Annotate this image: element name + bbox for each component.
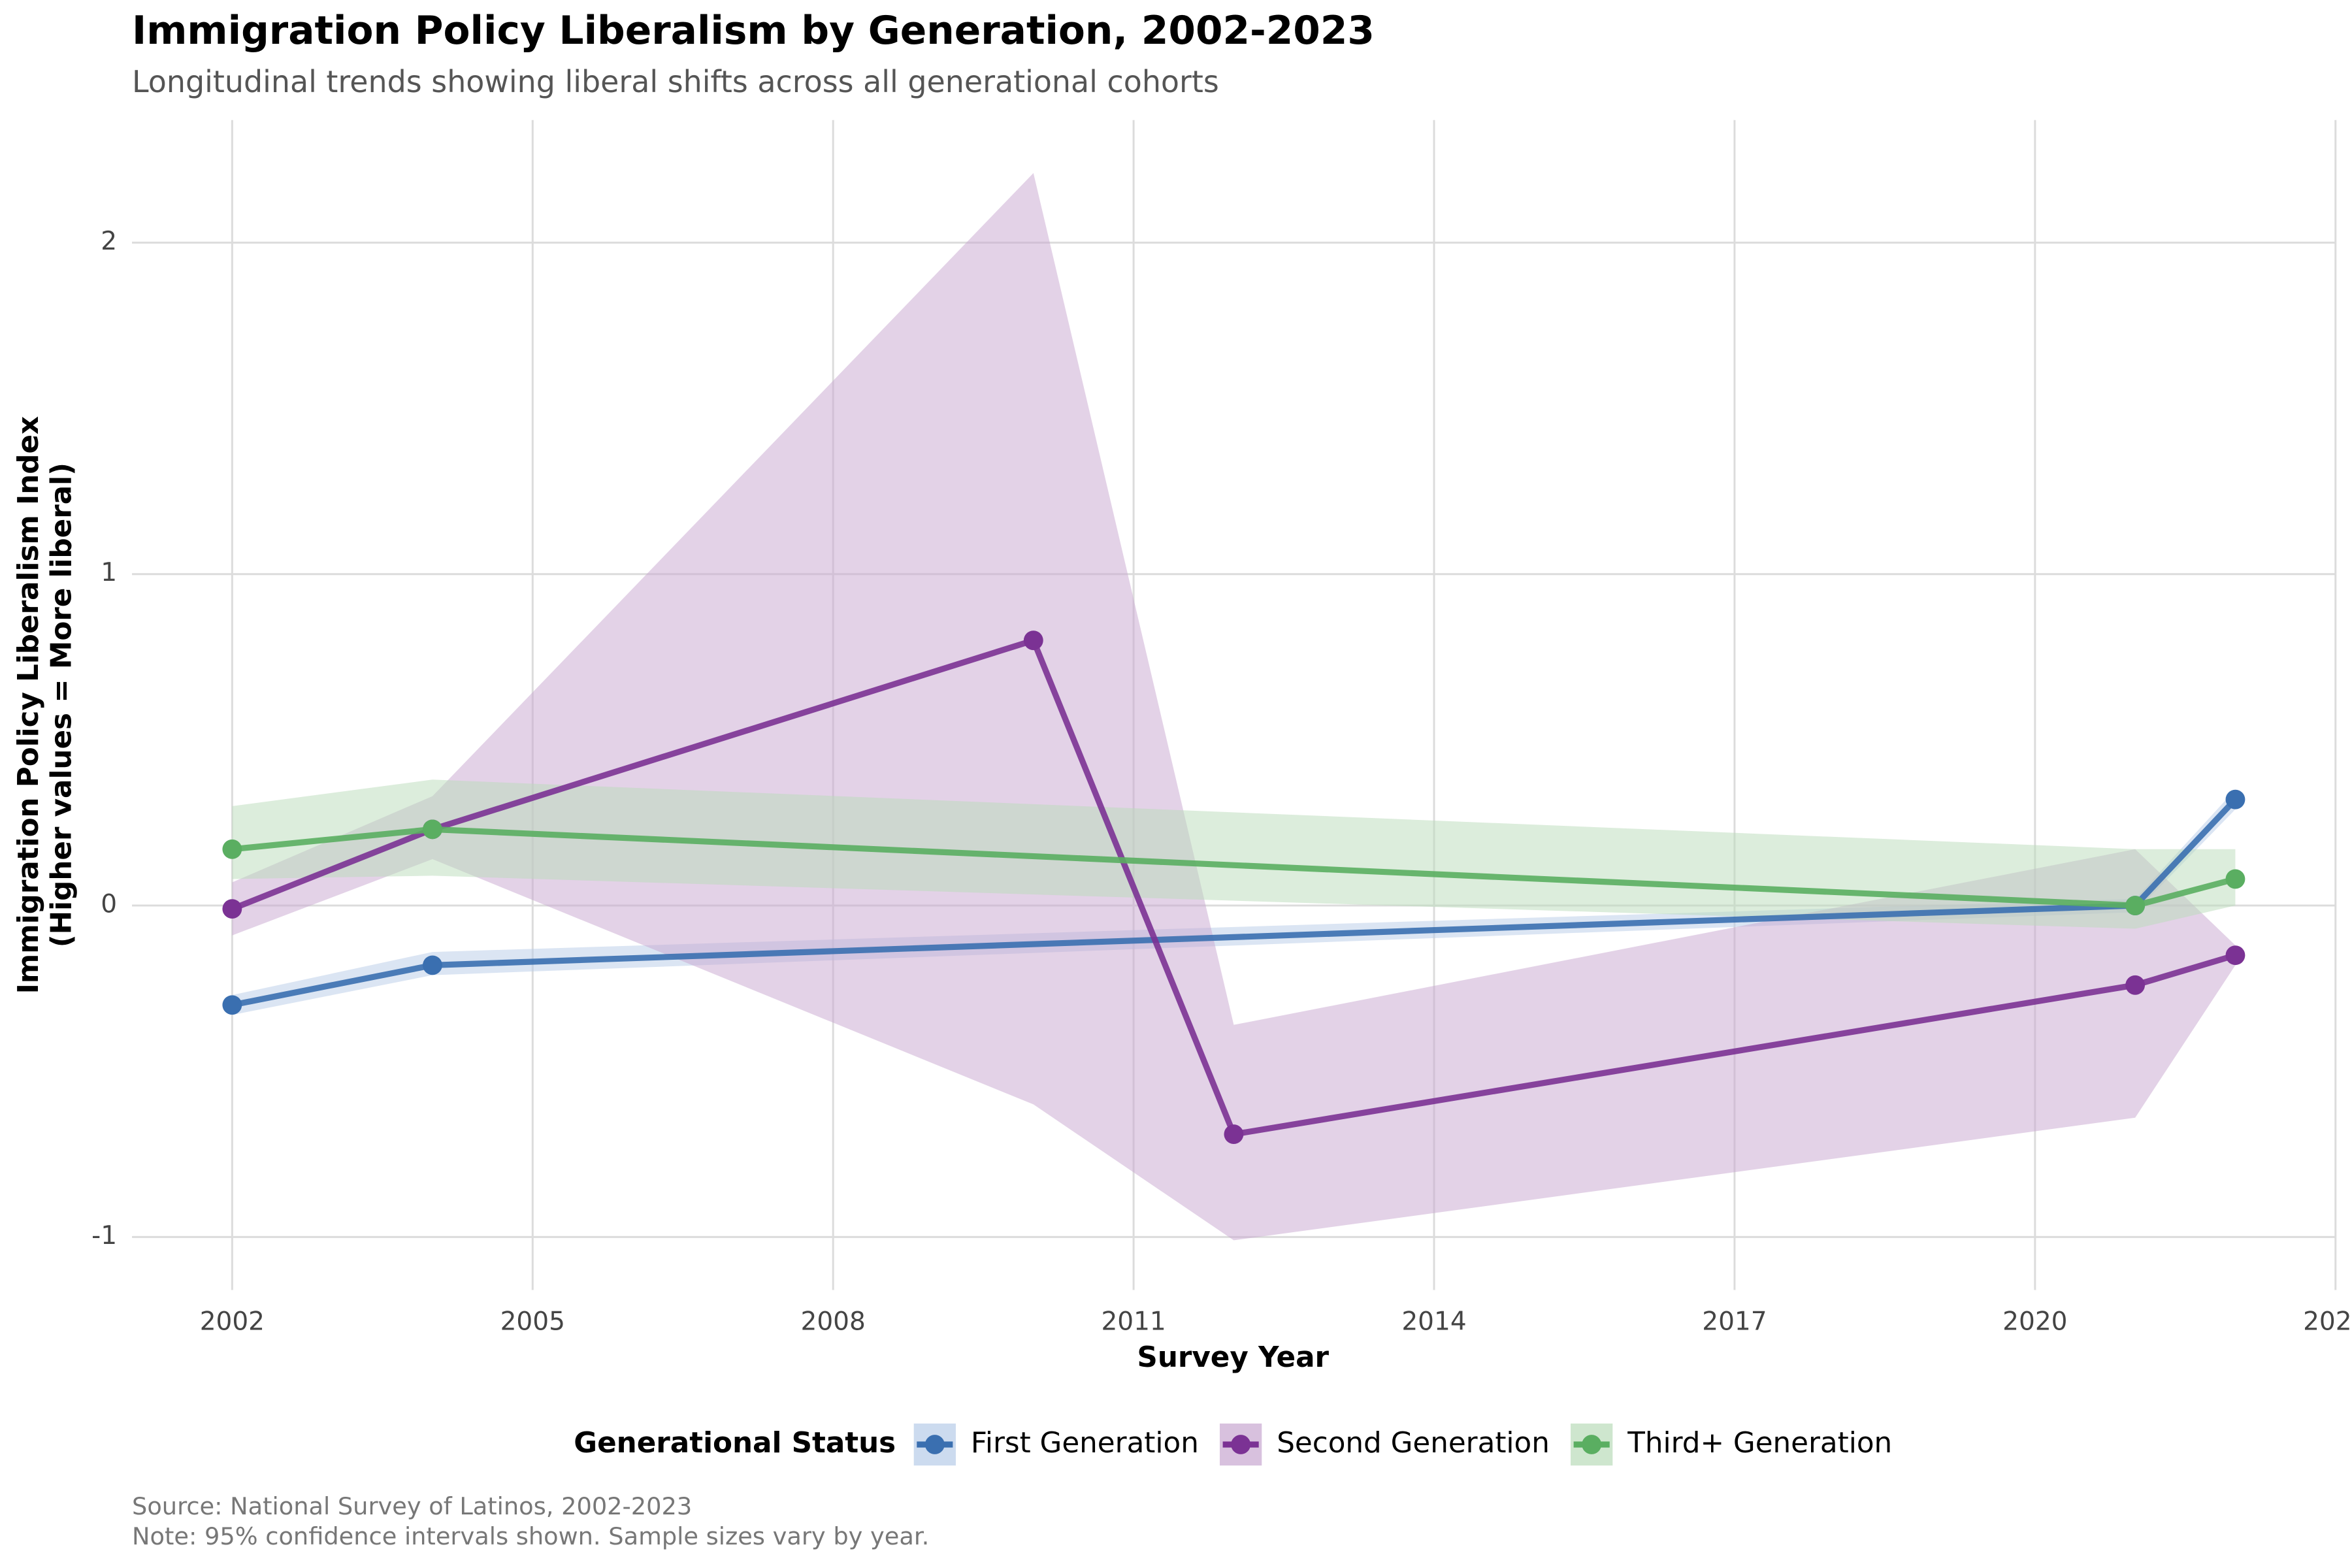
x-tick-label: 2008 (801, 1307, 866, 1337)
x-axis-label: Survey Year (1137, 1341, 1329, 1374)
data-point (222, 995, 242, 1015)
legend-label: Third+ Generation (1627, 1427, 1892, 1460)
y-axis-label-line: (Higher values = More liberal) (45, 463, 78, 947)
data-point (2225, 789, 2246, 809)
x-tick-label: 2011 (1101, 1307, 1166, 1337)
x-tick-label: 2023 (2303, 1307, 2352, 1337)
legend-label: First Generation (971, 1427, 1199, 1460)
confidence-band (232, 779, 2236, 929)
x-tick-label: 2014 (1401, 1307, 1466, 1337)
y-tick-label: 2 (101, 227, 117, 256)
y-axis-label: Immigration Policy Liberalism Index (Hig… (12, 416, 78, 994)
x-tick-label: 2020 (2002, 1307, 2067, 1337)
data-point (1023, 630, 1043, 651)
data-point (2125, 975, 2146, 995)
legend-marker (924, 1435, 945, 1454)
x-tick-label: 2002 (200, 1307, 265, 1337)
data-point (1224, 1124, 1244, 1145)
legend: Generational Status First Generation Secon… (574, 1423, 1892, 1466)
y-axis-label-line: Immigration Policy Liberalism Index (12, 416, 45, 994)
data-point (222, 899, 242, 919)
caption: Source: National Survey of Latinos, 2002… (132, 1492, 692, 1520)
confidence-band (232, 172, 2236, 1241)
data-point (2225, 945, 2246, 966)
legend-marker (1231, 1435, 1251, 1454)
legend-marker (1582, 1435, 1602, 1454)
chart-subtitle: Longitudinal trends showing liberal shif… (132, 64, 1219, 99)
data-point (423, 955, 442, 975)
y-tick-label: 0 (101, 890, 117, 919)
legend-label: Second Generation (1277, 1427, 1550, 1460)
caption: Note: 95% confidence intervals shown. Sa… (132, 1522, 929, 1550)
series-line (231, 797, 2238, 1008)
data-point (2125, 896, 2146, 915)
data-point (222, 839, 242, 859)
legend-title: Generational Status (574, 1427, 896, 1460)
data-point (423, 819, 442, 840)
series-line (231, 826, 2236, 909)
series-line (231, 637, 2236, 1137)
chart-title: Immigration Policy Liberalism by Generat… (132, 8, 1375, 54)
y-tick-label: 1 (101, 558, 117, 587)
y-tick-label: -1 (91, 1221, 117, 1250)
x-tick-label: 2017 (1702, 1307, 1767, 1337)
data-point (2225, 869, 2246, 889)
x-tick-label: 2005 (500, 1307, 565, 1337)
